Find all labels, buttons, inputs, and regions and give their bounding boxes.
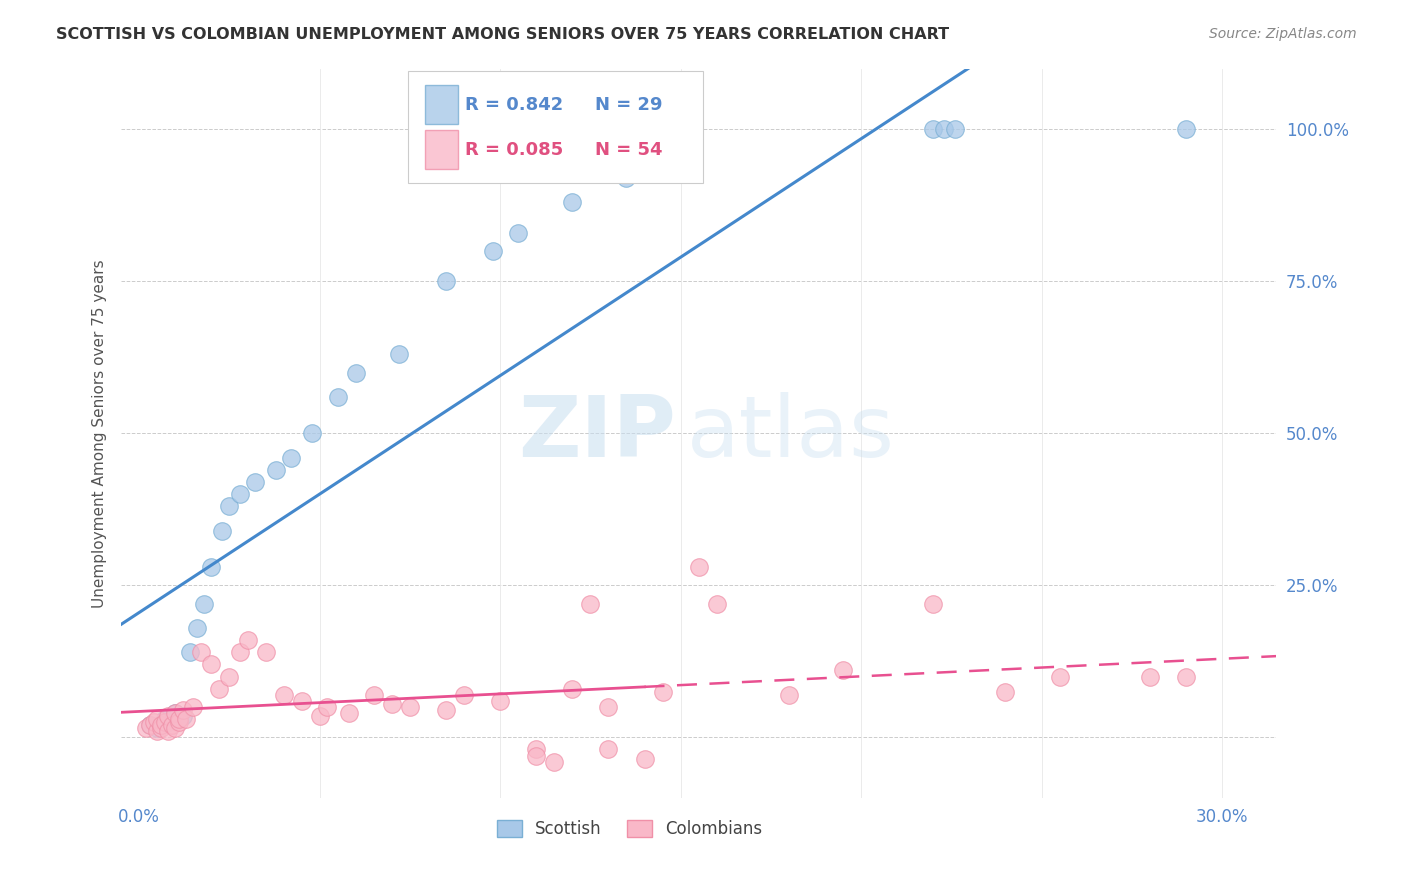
Point: [146, 721, 169, 735]
Point: [142, 715, 165, 730]
Point: [165, 721, 187, 735]
Point: [193, 597, 215, 611]
Point: [157, 709, 180, 723]
Point: [266, 463, 288, 477]
Point: [524, 748, 547, 763]
Point: [218, 500, 240, 514]
Y-axis label: Unemployment Among Seniors over 75 years: Unemployment Among Seniors over 75 years: [93, 259, 107, 607]
Point: [200, 560, 222, 574]
Text: N = 29: N = 29: [595, 95, 662, 113]
Point: [243, 475, 266, 489]
Point: [363, 688, 385, 702]
Point: [174, 712, 197, 726]
Text: ZIP: ZIP: [517, 392, 675, 475]
Point: [1049, 669, 1071, 683]
Point: [579, 597, 602, 611]
Point: [211, 524, 233, 538]
Point: [157, 715, 180, 730]
Text: N = 54: N = 54: [595, 141, 662, 159]
Point: [337, 706, 360, 720]
Point: [688, 560, 710, 574]
Point: [229, 487, 252, 501]
Point: [832, 664, 855, 678]
Point: [153, 715, 176, 730]
Point: [778, 688, 800, 702]
Point: [1139, 669, 1161, 683]
Point: [508, 226, 530, 240]
Point: [399, 700, 422, 714]
Point: [524, 742, 547, 756]
Point: [218, 669, 240, 683]
Point: [179, 645, 201, 659]
Text: SCOTTISH VS COLOMBIAN UNEMPLOYMENT AMONG SENIORS OVER 75 YEARS CORRELATION CHART: SCOTTISH VS COLOMBIAN UNEMPLOYMENT AMONG…: [56, 27, 949, 42]
Point: [706, 597, 728, 611]
Point: [165, 706, 187, 720]
Point: [388, 347, 411, 361]
Point: [434, 274, 457, 288]
Point: [200, 657, 222, 672]
Point: [149, 721, 172, 735]
Text: R = 0.842: R = 0.842: [465, 95, 564, 113]
Point: [308, 709, 330, 723]
Legend: Scottish, Colombians: Scottish, Colombians: [489, 813, 769, 845]
Point: [326, 390, 349, 404]
Point: [489, 694, 512, 708]
Point: [149, 718, 172, 732]
Point: [482, 244, 505, 258]
Point: [651, 684, 673, 698]
Point: [434, 703, 457, 717]
Point: [932, 122, 955, 136]
Point: [344, 366, 367, 380]
Point: [229, 645, 252, 659]
Point: [381, 697, 404, 711]
Point: [1174, 669, 1197, 683]
Point: [561, 195, 583, 210]
Point: [273, 688, 295, 702]
Point: [943, 122, 966, 136]
Point: [146, 712, 169, 726]
Point: [291, 694, 314, 708]
Point: [633, 751, 655, 765]
Point: [922, 597, 945, 611]
Point: [135, 721, 157, 735]
Point: [190, 645, 212, 659]
Point: [139, 718, 162, 732]
Point: [153, 712, 176, 726]
Point: [236, 633, 259, 648]
Point: [208, 681, 231, 696]
Point: [543, 755, 565, 769]
Text: R = 0.085: R = 0.085: [465, 141, 564, 159]
Point: [157, 724, 180, 739]
Point: [301, 426, 323, 441]
Point: [316, 700, 339, 714]
Point: [186, 621, 208, 635]
Point: [616, 171, 638, 186]
Point: [183, 700, 205, 714]
Point: [160, 718, 183, 732]
Point: [1174, 122, 1197, 136]
Point: [172, 709, 194, 723]
Point: [280, 450, 302, 465]
Point: [167, 715, 190, 730]
Point: [167, 712, 190, 726]
Point: [598, 742, 620, 756]
Point: [453, 688, 475, 702]
Point: [561, 681, 583, 696]
Point: [598, 700, 620, 714]
Point: [139, 718, 162, 732]
Point: [172, 703, 194, 717]
Point: [165, 706, 187, 720]
Point: [254, 645, 277, 659]
Text: atlas: atlas: [688, 392, 896, 475]
Point: [922, 122, 945, 136]
Text: Source: ZipAtlas.com: Source: ZipAtlas.com: [1209, 27, 1357, 41]
Point: [994, 684, 1017, 698]
Point: [146, 724, 169, 739]
